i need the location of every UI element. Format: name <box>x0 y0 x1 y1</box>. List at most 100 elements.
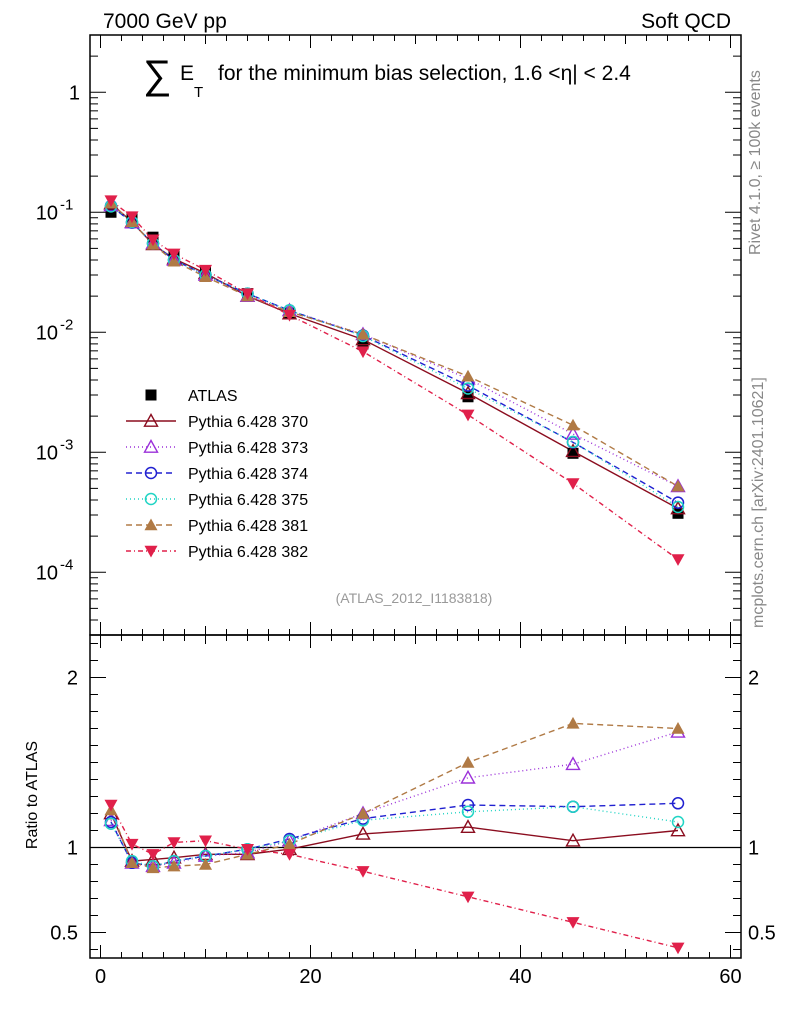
data-point-p382 <box>104 195 118 208</box>
ratio-point-p381 <box>125 856 139 868</box>
data-point-p382 <box>671 554 685 566</box>
header-left: 7000 GeV pp <box>103 10 227 33</box>
ratio-y-tick-label-right: 0.5 <box>748 923 776 945</box>
ratio-line-p373 <box>110 731 679 867</box>
ratio-point-p375 <box>104 817 118 830</box>
legend-label-ATLAS: ATLAS <box>188 388 238 405</box>
ratio-y-tick-label: 1 <box>67 838 78 860</box>
data-point-p381 <box>167 254 181 267</box>
ratio-point-p382 <box>241 844 254 856</box>
legend-marker-ATLAS <box>145 389 157 401</box>
plot-title: ∑ E T for the minimum bias selection, 1.… <box>143 53 631 101</box>
y-tick-label: 10 <box>36 442 58 464</box>
legend-marker-p373 <box>143 439 159 453</box>
data-point-p382 <box>283 309 296 322</box>
legend-marker-p374 <box>144 466 158 480</box>
ratio-point-p382 <box>356 866 370 878</box>
ratio-point-p381 <box>199 858 212 870</box>
ratio-point-p382 <box>167 837 181 849</box>
data-point-p381 <box>356 327 370 340</box>
ratio-point-p370 <box>355 825 371 840</box>
ratio-y-tick-label: 0.5 <box>50 923 78 945</box>
series-line-p370 <box>110 203 679 510</box>
rivet-label: Rivet 4.1.0, ≥ 100k events <box>747 70 764 255</box>
ratio-point-p381 <box>146 861 160 874</box>
ratio-point-p381 <box>461 756 475 768</box>
mcplots-label: mcplots.cern.ch [arXiv:2401.10621] <box>750 377 767 628</box>
legend-marker-p381 <box>144 518 158 531</box>
data-point-p375 <box>671 500 685 514</box>
ratio-line-p370 <box>110 813 679 862</box>
data-point-p374 <box>671 496 685 509</box>
ratio-point-p374 <box>461 798 475 812</box>
ratio-point-p382 <box>146 849 160 861</box>
series-line-p373 <box>110 204 679 487</box>
legend-marker-p382 <box>144 545 158 558</box>
data-point-p375 <box>461 382 475 395</box>
ratio-point-p382 <box>104 799 118 812</box>
data-point-p370 <box>565 443 581 458</box>
data-point-ATLAS <box>567 447 579 459</box>
data-point-p381 <box>671 479 685 492</box>
x-tick-label: 60 <box>719 966 741 988</box>
legend-label-p370: Pythia 6.428 370 <box>188 414 308 431</box>
y-tick-exponent: -1 <box>60 196 73 213</box>
ratio-point-p381 <box>566 716 580 729</box>
ratio-line-p375 <box>110 805 679 867</box>
ratio-point-p375 <box>461 805 475 819</box>
series-line-p381 <box>110 202 679 487</box>
series-line-p374 <box>110 205 679 504</box>
legend-marker-p370 <box>143 413 159 427</box>
legend-label-p382: Pythia 6.428 382 <box>188 544 308 561</box>
ratio-point-p373 <box>460 769 476 784</box>
y-tick-exponent: -3 <box>60 436 73 453</box>
series-line-p382 <box>110 200 679 560</box>
ratio-point-p375 <box>671 815 685 829</box>
ratio-point-p370 <box>460 819 476 833</box>
data-point-p382 <box>241 288 254 301</box>
ratio-point-p373 <box>565 756 581 771</box>
ratio-point-p374 <box>671 797 685 810</box>
ratio-point-p382 <box>566 917 580 929</box>
y-tick-exponent: -4 <box>60 556 73 573</box>
x-tick-label: 40 <box>509 966 531 988</box>
title-text: for the minimum bias selection, 1.6 <η| … <box>218 62 631 85</box>
ratio-point-p382 <box>461 891 475 904</box>
data-point-p375 <box>566 435 580 449</box>
data-point-p382 <box>125 211 139 224</box>
data-point-p382 <box>461 409 475 422</box>
ratio-y-tick-label: 2 <box>67 668 78 690</box>
ratio-point-p382 <box>671 942 685 955</box>
ratio-point-p382 <box>125 838 139 851</box>
ratio-point-p381 <box>356 807 370 819</box>
legend-label-p373: Pythia 6.428 373 <box>188 440 308 457</box>
legend-label-p381: Pythia 6.428 381 <box>188 518 308 535</box>
ratio-point-p381 <box>167 859 181 872</box>
data-point-p382 <box>356 346 370 359</box>
data-point-p382 <box>146 234 160 247</box>
ratio-point-p382 <box>283 849 296 861</box>
ratio-axis-label: Ratio to ATLAS <box>24 741 41 849</box>
header-right: Soft QCD <box>641 10 731 33</box>
ratio-point-p370 <box>565 832 581 847</box>
data-point-p382 <box>199 264 212 277</box>
y-tick-label: 10 <box>36 202 58 224</box>
title-sum-symbol: ∑ <box>143 53 172 97</box>
legend-marker-p375 <box>144 492 158 506</box>
data-point-p373 <box>565 426 581 440</box>
y-tick-exponent: -2 <box>60 316 73 333</box>
ratio-y-tick-label-right: 1 <box>748 838 759 860</box>
data-point-p381 <box>461 369 475 382</box>
legend-label-p374: Pythia 6.428 374 <box>188 466 308 483</box>
legend-label-p375: Pythia 6.428 375 <box>188 492 308 509</box>
data-point-p382 <box>167 248 181 261</box>
ratio-point-p381 <box>283 837 296 850</box>
ratio-point-p370 <box>670 822 686 837</box>
ratio-plot-frame <box>89 634 742 959</box>
ratio-line-p382 <box>110 804 679 949</box>
title-subscript: T <box>194 84 203 101</box>
ratio-y-tick-label-right: 2 <box>748 668 759 690</box>
y-tick-label: 1 <box>69 82 80 104</box>
y-tick-label: 10 <box>36 562 58 584</box>
